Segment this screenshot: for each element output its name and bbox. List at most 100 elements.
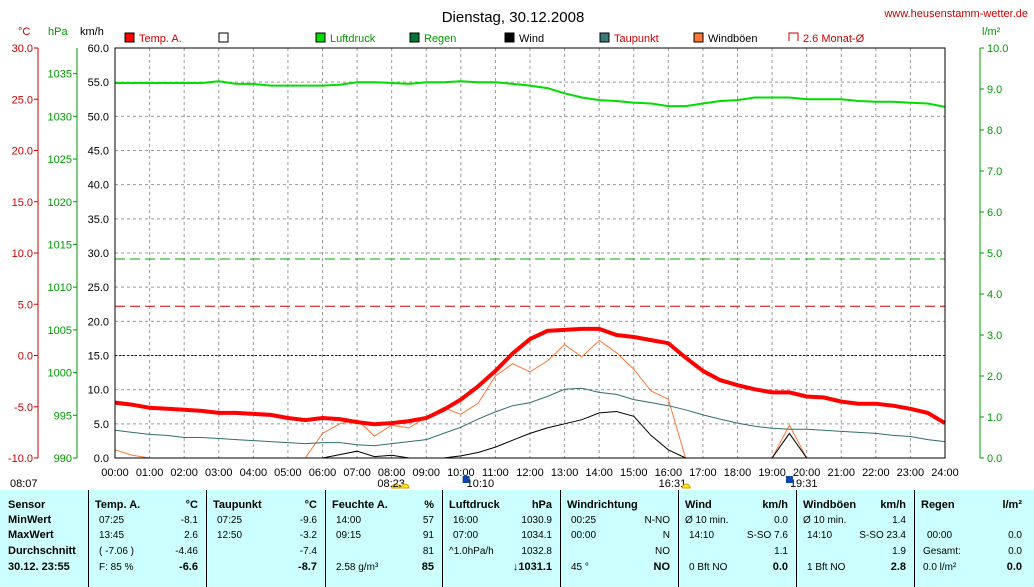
dewpoint-min-value: -9.6 [299, 515, 317, 526]
wind-direction-header: Windrichtung [567, 499, 638, 511]
temp-min-value: -8.1 [180, 515, 198, 526]
wind-tick-label: 50.0 [88, 111, 109, 123]
time-tick-label: 08:00 [378, 467, 406, 479]
reference-lines [115, 258, 945, 356]
pressure-current-value: ↓1031.1 [512, 561, 552, 573]
legend-swatch [315, 32, 326, 43]
temp-tick-label: 25.0 [12, 94, 33, 106]
col-separator [88, 490, 89, 587]
time-tick-label: 07:00 [343, 467, 371, 479]
event2-marker-time: 19:31 [790, 478, 818, 490]
humidity-unit: % [424, 499, 434, 511]
temp-tick-label: 15.0 [12, 197, 33, 209]
wind-beaufort: 0 Bft NO [689, 562, 728, 573]
legend-label: Windböen [708, 33, 758, 45]
temp-unit-label: °C [18, 26, 30, 38]
time-tick-label: 13:00 [551, 467, 579, 479]
chart-title: Dienstag, 30.12.2008 [442, 9, 585, 26]
row-current-label: 30.12. 23:55 [8, 561, 70, 573]
legend-swatch [409, 32, 420, 43]
wind-current-value: 0.0 [772, 561, 788, 573]
pressure-tick-label: 1015 [48, 239, 72, 251]
dewpoint-avg-value: -7.4 [299, 546, 317, 557]
temp-header: Temp. A. [95, 499, 141, 511]
rain-tick-label: 3.0 [987, 330, 1002, 342]
sunrise2-marker-time: 08:23 [377, 478, 405, 490]
dewpoint-max-value: -3.2 [299, 530, 317, 541]
pressure-tick-label: 1020 [48, 197, 72, 209]
pressure-unit-label: hPa [48, 26, 68, 38]
wind-direction-min-value: N-NO [644, 515, 670, 526]
time-tick-label: 23:00 [897, 467, 925, 479]
legend-label: 2.6 Monat-Ø [803, 33, 865, 45]
wind-direction-current-value: NO [653, 561, 671, 573]
rain-unit-label: l/m² [982, 26, 1001, 38]
temp-current-value: -6.6 [179, 561, 198, 573]
rain-header: Regen [921, 499, 955, 511]
time-tick-label: 22:00 [862, 467, 890, 479]
humidity-min-value: 57 [422, 515, 434, 526]
pressure-unit: hPa [531, 499, 552, 511]
rain-tick-label: 6.0 [987, 207, 1002, 219]
sunrise-marker-time: 08:07 [10, 478, 38, 490]
rain-max-value: 0.0 [1008, 530, 1022, 541]
pressure-max-time: 07:00 [453, 530, 479, 541]
col-separator [914, 490, 915, 587]
rain-tick-label: 7.0 [987, 166, 1002, 178]
wind-tick-label: 25.0 [88, 282, 109, 294]
time-tick-label: 03:00 [205, 467, 233, 479]
event1-marker-icon [462, 476, 470, 483]
wind-tick-label: 45.0 [88, 146, 109, 158]
humidity-absolute: 2.58 g/m³ [336, 562, 379, 573]
dewpoint-max-time: 12:50 [217, 530, 243, 541]
dewpoint-header: Taupunkt [213, 499, 262, 511]
sunrise2-marker-sun-icon [400, 483, 410, 489]
pressure-tick-label: 995 [54, 410, 72, 422]
pressure-avg-value: 1032.8 [521, 546, 552, 557]
dewpoint-unit: °C [304, 499, 317, 511]
pressure-max-value: 1034.1 [521, 530, 552, 541]
temp-max-value: 2.6 [184, 530, 198, 541]
legend-swatch [788, 32, 799, 41]
time-tick-label: 14:00 [585, 467, 613, 479]
dewpoint-column: Taupunkt °C 07:25 -9.6 12:50 -3.2 -7.4 -… [207, 490, 325, 587]
wind-tick-label: 60.0 [88, 43, 109, 55]
time-tick-label: 05:00 [274, 467, 302, 479]
event1-marker-time: 10:10 [467, 478, 495, 490]
temp-max-time: 13:45 [99, 530, 125, 541]
temp-tick-label: 30.0 [12, 43, 33, 55]
wind-min-value: 0.0 [774, 515, 788, 526]
temp-avg-value: -4.46 [175, 546, 198, 557]
time-markers: 08:07 08:23 10:10 16:31 19:31 [10, 476, 817, 490]
legend-label: Taupunkt [614, 33, 659, 45]
temp-tick-label: 20.0 [12, 146, 33, 158]
humidity-header: Feuchte A. [332, 499, 388, 511]
time-tick-label: 06:00 [309, 467, 337, 479]
legend-label: Luftdruck [330, 33, 376, 45]
legend-swatch [693, 32, 704, 43]
temperature-series-line [114, 326, 947, 427]
time-tick-label: 02:00 [170, 467, 198, 479]
wind-direction-max-time: 00:00 [571, 530, 597, 541]
pressure-tick-label: 1005 [48, 325, 72, 337]
stats-table: Sensor MinWert MaxWert Durchschnitt 30.1… [0, 490, 1034, 587]
wind-max-time: 14:10 [689, 530, 715, 541]
axis-tick-labels: 30.0 25.0 20.0 15.0 10.0 5.0 0.0 -5.0 -10.0 1035 1… [8, 43, 1009, 479]
pressure-min-value: 1030.9 [521, 515, 552, 526]
time-tick-label: 21:00 [827, 467, 855, 479]
dewpoint-min-time: 07:25 [217, 515, 243, 526]
time-tick-label: 00:00 [101, 467, 129, 479]
temp-avg-note: ( -7.06 ) [99, 546, 135, 557]
gust-max-time: 14:10 [807, 530, 833, 541]
wind-tick-label: 15.0 [88, 351, 109, 363]
time-tick-label: 17:00 [689, 467, 717, 479]
pressure-tick-label: 1000 [48, 368, 72, 380]
website-label[interactable]: www.heusenstamm-wetter.de [883, 8, 1028, 20]
humidity-current-value: 85 [421, 561, 434, 573]
col-separator [796, 490, 797, 587]
wind-unit: km/h [762, 499, 788, 511]
wind-direction-degrees: 45 ° [571, 562, 589, 573]
gust-beaufort: 1 Bft NO [807, 562, 846, 573]
pressure-tick-label: 1025 [48, 154, 72, 166]
rain-tick-label: 1.0 [987, 412, 1002, 424]
